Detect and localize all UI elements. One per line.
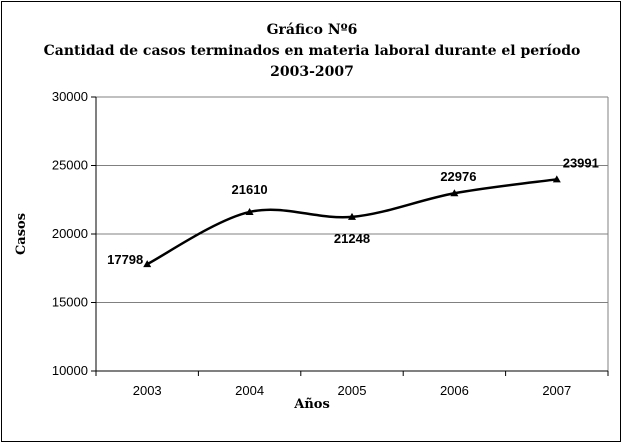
x-tick-label-2007: 2007	[542, 383, 571, 398]
chart-title-line-3: 2003-2007	[270, 64, 354, 80]
axes	[91, 96, 609, 376]
data-point-2006	[450, 189, 459, 197]
y-tick-label-15000: 15000	[52, 295, 88, 310]
gridlines	[96, 96, 608, 303]
data-labels: 17798 21610 21248 22976 23991	[107, 155, 599, 267]
data-point-2004	[245, 207, 254, 215]
data-label-2006: 22976	[440, 169, 476, 184]
y-tick-label-30000: 30000	[52, 89, 88, 104]
data-label-2007: 23991	[563, 155, 599, 170]
x-tick-label-2003: 2003	[133, 383, 162, 398]
y-axis-title: Casos	[14, 213, 29, 255]
data-point-2007	[552, 175, 561, 183]
data-label-2005: 21248	[334, 231, 370, 246]
x-tick-label-2005: 2005	[338, 383, 367, 398]
series-line-path	[146, 178, 557, 266]
y-tick-labels: 10000 15000 20000 25000 30000	[52, 89, 88, 378]
data-label-2003: 17798	[107, 252, 143, 267]
data-point-2003	[143, 260, 152, 268]
data-label-2004: 21610	[232, 182, 268, 197]
y-tick-label-25000: 25000	[52, 158, 88, 173]
y-tick-label-10000: 10000	[52, 363, 88, 378]
chart-title-line-2: Cantidad de casos terminados en materia …	[43, 43, 581, 59]
x-tick-labels: 2003 2004 2005 2006 2007	[133, 383, 572, 398]
x-axis-title: Años	[293, 397, 330, 412]
x-tick-label-2006: 2006	[440, 383, 469, 398]
series-line	[143, 175, 561, 268]
data-point-2005	[348, 212, 356, 220]
x-tick-label-2004: 2004	[235, 383, 264, 398]
y-tick-label-20000: 20000	[52, 226, 88, 241]
chart-title-line-1: Gráfico Nº6	[266, 22, 358, 38]
